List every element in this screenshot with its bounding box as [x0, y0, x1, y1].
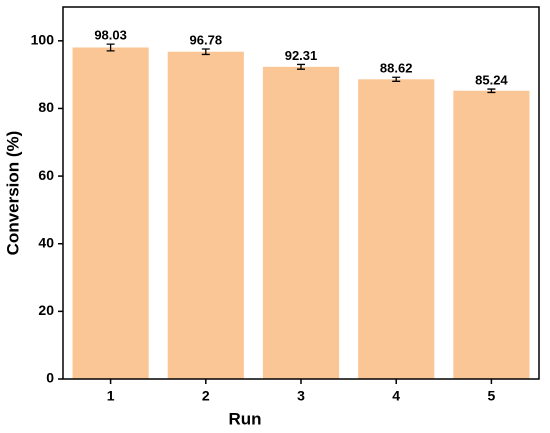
- error-bar: [392, 76, 401, 82]
- y-axis-title: Conversion (%): [3, 131, 22, 256]
- x-tick-label: 4: [392, 388, 400, 404]
- error-bar: [487, 88, 496, 94]
- y-tick-label: 20: [38, 302, 54, 318]
- y-tick-label: 100: [31, 32, 55, 48]
- value-label: 98.03: [94, 28, 127, 43]
- x-tick-label: 3: [297, 388, 305, 404]
- bar: [358, 79, 435, 379]
- plot-frame: [62, 6, 540, 380]
- x-axis-title: Run: [228, 409, 261, 428]
- bar: [262, 66, 340, 379]
- error-bar: [297, 63, 305, 70]
- y-tick-label: 60: [38, 167, 54, 183]
- error-bar: [106, 43, 115, 52]
- x-tick-label: 1: [107, 388, 115, 404]
- value-label: 85.24: [475, 72, 508, 87]
- bar: [453, 90, 530, 379]
- value-label: 96.78: [190, 32, 223, 47]
- bar: [167, 51, 244, 379]
- y-tick-label: 0: [46, 370, 54, 386]
- y-tick-label: 80: [38, 99, 54, 115]
- value-label: 88.62: [380, 61, 413, 76]
- value-label: 92.31: [285, 48, 318, 63]
- x-tick-label: 2: [202, 388, 210, 404]
- error-bar: [201, 48, 210, 56]
- bar: [72, 47, 149, 380]
- x-tick-label: 5: [488, 388, 496, 404]
- y-tick-label: 40: [38, 234, 54, 250]
